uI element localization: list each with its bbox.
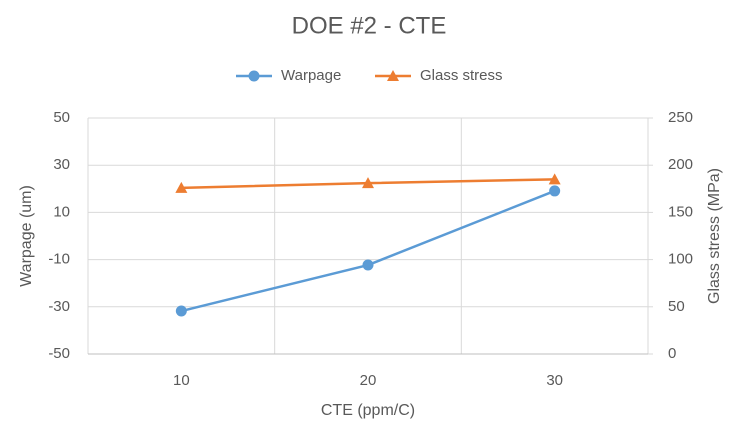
y2-axis-title: Glass stress (MPa) xyxy=(706,168,723,304)
marker xyxy=(175,305,187,317)
x-tick-label: 30 xyxy=(546,372,563,389)
y-tick-label: -10 xyxy=(48,251,70,268)
chart-title: DOE #2 - CTE xyxy=(292,12,447,39)
y-tick-label: -30 xyxy=(48,298,70,315)
legend-marker xyxy=(248,70,260,82)
y-axis-title: Warpage (um) xyxy=(18,185,35,287)
y-tick-label: -50 xyxy=(48,345,70,362)
marker xyxy=(548,173,561,185)
marker xyxy=(362,259,374,271)
y2-tick-label: 0 xyxy=(668,345,676,362)
legend-marker xyxy=(387,70,399,81)
y2-tick-label: 250 xyxy=(668,109,693,126)
y2-tick-label: 200 xyxy=(668,156,693,173)
x-axis-title: CTE (ppm/C) xyxy=(321,402,415,419)
x-tick-label: 20 xyxy=(360,372,377,389)
y-tick-label: 30 xyxy=(53,156,70,173)
marker xyxy=(549,185,561,197)
y-tick-label: 50 xyxy=(53,109,70,126)
marker xyxy=(362,177,374,189)
y2-tick-label: 100 xyxy=(668,251,693,268)
legend-label: Warpage xyxy=(281,67,341,84)
y-tick-label: 10 xyxy=(53,203,70,220)
legend-label: Glass stress xyxy=(420,67,503,84)
x-tick-label: 10 xyxy=(173,372,190,389)
y2-tick-label: 150 xyxy=(668,203,693,220)
marker xyxy=(175,181,188,193)
y2-tick-label: 50 xyxy=(668,298,685,315)
